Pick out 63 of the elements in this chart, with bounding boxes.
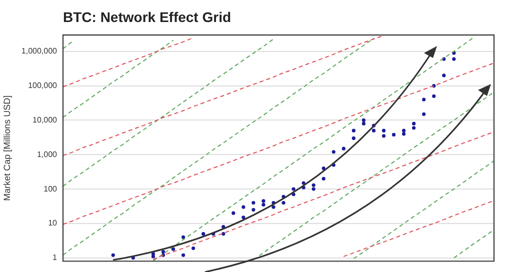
line-series xyxy=(152,131,494,260)
point xyxy=(202,232,206,236)
point xyxy=(442,74,446,78)
point xyxy=(151,252,156,256)
point xyxy=(402,132,406,136)
point xyxy=(392,132,396,136)
point xyxy=(312,183,316,187)
point xyxy=(422,112,426,116)
point xyxy=(171,247,176,251)
point xyxy=(362,122,366,126)
chart-title: BTC: Network Effect Grid xyxy=(63,9,232,25)
line-series xyxy=(62,35,384,156)
point xyxy=(412,122,416,126)
line-series xyxy=(62,38,274,187)
point xyxy=(181,235,186,239)
point xyxy=(352,136,356,140)
line-series xyxy=(343,200,494,257)
point xyxy=(232,211,236,215)
point xyxy=(372,128,376,132)
point xyxy=(302,181,306,185)
point xyxy=(252,200,256,205)
point xyxy=(322,176,326,180)
point xyxy=(362,118,366,122)
line-series xyxy=(453,229,494,258)
point xyxy=(312,187,316,191)
point xyxy=(111,253,115,257)
y-tick-label: 100 xyxy=(44,184,58,194)
y-tick-label: 1,000 xyxy=(36,150,58,159)
point xyxy=(252,208,256,212)
point xyxy=(402,128,406,132)
line-series xyxy=(152,36,474,262)
point xyxy=(352,128,356,132)
point xyxy=(272,205,276,209)
point xyxy=(161,250,166,254)
point xyxy=(382,128,386,132)
point xyxy=(242,216,246,220)
point xyxy=(412,126,416,130)
line-series xyxy=(62,38,374,256)
point xyxy=(222,232,226,236)
point xyxy=(242,205,246,209)
y-axis-title: Market Cap [Millions USD] xyxy=(2,95,12,201)
point xyxy=(262,199,266,203)
line-series xyxy=(353,160,494,260)
point xyxy=(322,166,326,170)
point xyxy=(422,98,426,102)
point xyxy=(262,202,266,207)
point xyxy=(342,146,346,150)
point xyxy=(382,134,386,138)
y-tick-label: 10 xyxy=(48,218,58,228)
y-tick-label: 1 xyxy=(52,253,58,262)
point xyxy=(292,187,296,191)
point xyxy=(181,253,186,257)
point xyxy=(192,246,196,250)
line-series xyxy=(62,40,174,118)
y-tick-label: 1,000,000 xyxy=(21,46,58,56)
y-tick-label: 100,000 xyxy=(28,81,58,90)
point xyxy=(332,150,336,154)
line-series xyxy=(62,62,494,225)
line-series xyxy=(62,37,194,88)
point xyxy=(282,200,286,205)
y-tick-label: 10,000 xyxy=(32,115,58,124)
point xyxy=(452,57,456,61)
point xyxy=(432,94,436,98)
